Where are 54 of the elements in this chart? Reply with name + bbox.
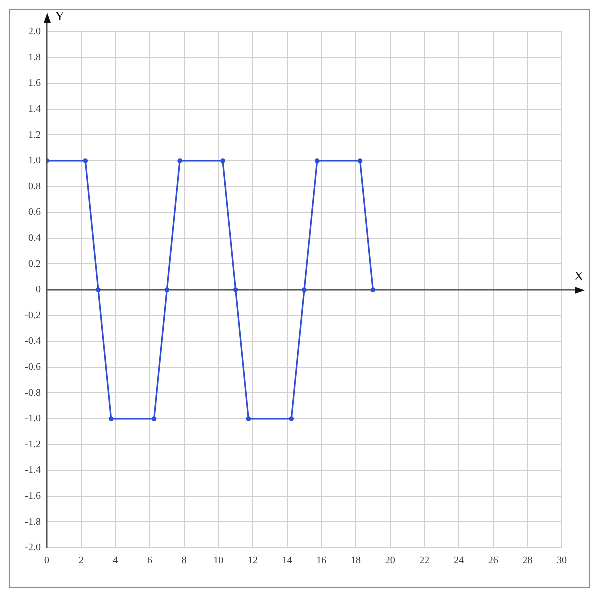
point — [108, 416, 114, 422]
y-tick-label: -1.6 — [25, 491, 41, 502]
x-tick-label: 26 — [488, 556, 498, 567]
y-tick-label: 0.4 — [28, 233, 41, 244]
point — [164, 288, 170, 292]
y-tick-label: -0.6 — [25, 362, 41, 374]
x-tick-label: 28 — [522, 556, 533, 567]
y-tick-label: -1.4 — [25, 465, 41, 476]
point — [178, 158, 182, 164]
point — [314, 158, 320, 164]
y-tick-label: 1.4 — [28, 104, 41, 116]
point — [289, 416, 294, 422]
y-tick-label: -1.2 — [25, 439, 41, 450]
point — [220, 158, 226, 164]
y-tick-label: 2.0 — [28, 26, 41, 38]
y-tick-label: -0.4 — [25, 336, 41, 348]
point — [233, 288, 238, 292]
point — [358, 158, 363, 164]
y-tick-label: 0 — [36, 284, 41, 296]
y-tick-label: 1.6 — [28, 78, 41, 90]
x-tick-label: 20 — [385, 556, 396, 567]
x-axis-title: X — [574, 268, 584, 284]
x-tick-label: 24 — [454, 556, 464, 567]
point — [152, 416, 157, 422]
y-tick-label: 0.2 — [28, 258, 41, 270]
chart-frame: 0 2 4 6 8 10 12 14 16 18 20 22 24 26 28 30 -2.0 -1.8 -1.6 -1.4 -1.2 -1.0 -0.8 -0.6 -0.4 -0.2 0 0.2 0.4 0.6 0.8 1.0 1.2 1.4 1.6 1.8 2.0 X Y — [9, 9, 590, 588]
y-tick-label: -0.2 — [25, 310, 41, 322]
x-tick-label: 30 — [557, 556, 567, 567]
y-tick-label: 0.6 — [28, 207, 41, 218]
x-tick-label: 0 — [44, 556, 50, 567]
x-tick-label: 18 — [351, 556, 361, 567]
point — [370, 288, 376, 292]
x-tick-label: 4 — [113, 556, 118, 567]
y-tick-label: -2.0 — [25, 542, 41, 554]
x-tick-label: 14 — [282, 556, 292, 567]
y-tick-label: 0.8 — [28, 181, 41, 192]
y-tick-label: 1.8 — [28, 52, 41, 64]
y-tick-label: 1.2 — [28, 130, 41, 141]
y-tick-label: 1.0 — [28, 156, 41, 167]
y-tick-label: -1.0 — [25, 414, 41, 425]
y-tick-label: -0.8 — [25, 388, 41, 399]
point — [96, 288, 101, 292]
point — [83, 158, 88, 164]
point — [246, 416, 252, 422]
x-tick-label: 22 — [420, 556, 430, 567]
x-tick-label: 16 — [316, 556, 327, 567]
x-tick-label: 12 — [248, 556, 258, 567]
y-tick-label: -1.8 — [25, 516, 41, 528]
y-axis-title: Y — [55, 8, 66, 24]
x-tick-label: 8 — [182, 556, 187, 567]
x-tick-label: 6 — [148, 556, 152, 567]
point — [302, 288, 307, 292]
x-tick-label: 10 — [214, 556, 224, 567]
x-tick-label: 2 — [78, 556, 84, 567]
